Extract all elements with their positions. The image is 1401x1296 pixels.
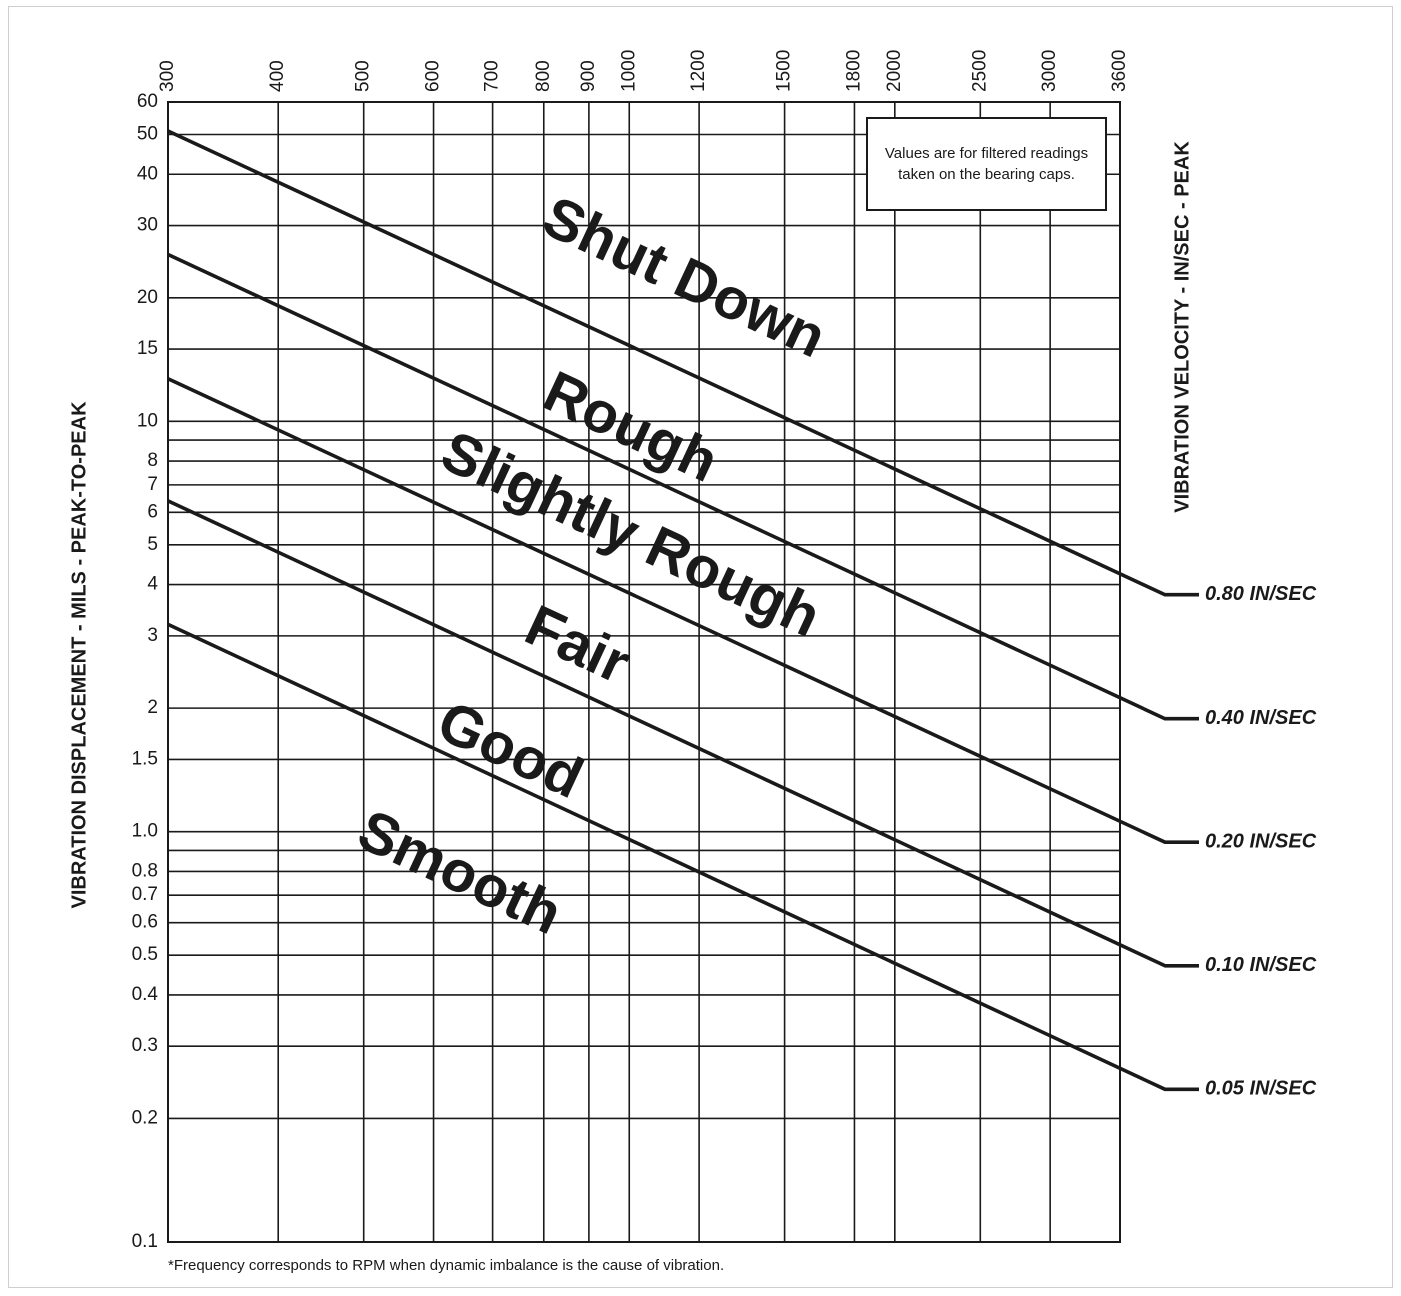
y-tick-label: 6 [147, 501, 158, 522]
x-tick-label: 700 [482, 60, 503, 92]
y-tick-label: 0.7 [132, 884, 158, 905]
y-tick-label: 2 [147, 697, 158, 718]
series-label: 0.20 IN/SEC [1205, 830, 1317, 852]
y-tick-label: 5 [147, 534, 158, 555]
x-tick-label: 1200 [688, 50, 709, 92]
zone-label-fair: Fair [516, 592, 640, 696]
y-tick-label: 10 [137, 410, 158, 431]
x-tick-label: 900 [578, 60, 599, 92]
x-tick-label: 400 [267, 60, 288, 92]
y-tick-label: 0.4 [132, 984, 159, 1005]
y-axis-ticks: 60 50 40 30 20 15 10 8 7 6 5 4 3 2 1.5 1.0 0.8 0.7 0.6 0.5 0… [132, 91, 159, 1252]
chart-frame [8, 6, 1393, 1288]
x-axis-ticks: 300 400 500 600 700 800 900 1000 1200 1500 1800 200… [157, 50, 1130, 92]
x-tick-label: 3000 [1039, 50, 1060, 92]
x-tick-label: 500 [353, 60, 374, 92]
y-tick-label: 0.2 [132, 1107, 158, 1128]
y-tick-label: 15 [137, 338, 158, 359]
x-tick-label: 800 [533, 60, 554, 92]
y-tick-label: 30 [137, 215, 158, 236]
x-tick-label: 3600 [1109, 50, 1130, 92]
series-line-0-40-in-sec [167, 252, 1199, 721]
y-tick-label: 4 [147, 574, 158, 595]
grid [167, 101, 1121, 1243]
y-tick-label: 1.5 [132, 748, 158, 769]
y-tick-label: 50 [137, 124, 158, 145]
series-label: 0.10 IN/SEC [1205, 954, 1317, 976]
series-label: 0.80 IN/SEC [1205, 583, 1317, 605]
y-tick-label: 0.3 [132, 1035, 158, 1056]
annotation-box: Values are for filtered readings taken o… [866, 117, 1107, 211]
x-tick-label: 1000 [618, 50, 639, 92]
x-tick-label: 600 [423, 60, 444, 92]
series-line-0-05-in-sec [167, 622, 1199, 1092]
x-tick-label: 2000 [884, 50, 905, 92]
x-tick-label: 1800 [843, 50, 864, 92]
y-axis-label: VIBRATION DISPLACEMENT - MILS - PEAK-TO-… [68, 401, 90, 909]
y-tick-label: 0.8 [132, 860, 158, 881]
y-tick-label: 60 [137, 91, 158, 112]
annotation-text: Values are for filtered readings taken o… [884, 145, 1089, 183]
series-line-0-80-in-sec [167, 129, 1199, 597]
x-tick-label: 1500 [774, 50, 795, 92]
y-tick-label: 0.6 [132, 912, 158, 933]
y-tick-label: 1.0 [132, 821, 158, 842]
series-line-0-20-in-sec [167, 377, 1199, 844]
series-label: 0.05 IN/SEC [1205, 1078, 1317, 1100]
plot-border [167, 101, 1121, 1243]
y-tick-label: 7 [147, 474, 158, 495]
series-line-0-10-in-sec [167, 499, 1199, 968]
zone-label-good: Good [428, 688, 593, 811]
x-tick-label: 2500 [969, 50, 990, 92]
y-tick-label: 0.5 [132, 944, 158, 965]
series-label: 0.40 IN/SEC [1205, 707, 1317, 729]
zone-label-shut-down: Shut Down [534, 184, 836, 371]
y-tick-label: 8 [147, 450, 158, 471]
y-tick-label: 0.1 [132, 1231, 158, 1252]
y-tick-label: 3 [147, 625, 158, 646]
y-tick-label: 40 [137, 163, 158, 184]
series-lines: 0.80 IN/SEC 0.40 IN/SEC 0.20 IN/SEC 0.10 IN… [167, 129, 1317, 1100]
y2-axis-label: VIBRATION VELOCITY - IN/SEC - PEAK [1171, 141, 1193, 513]
footnote: *Frequency corresponds to RPM when dynam… [168, 1257, 725, 1274]
x-tick-label: 300 [157, 60, 178, 92]
y-tick-label: 20 [137, 287, 158, 308]
